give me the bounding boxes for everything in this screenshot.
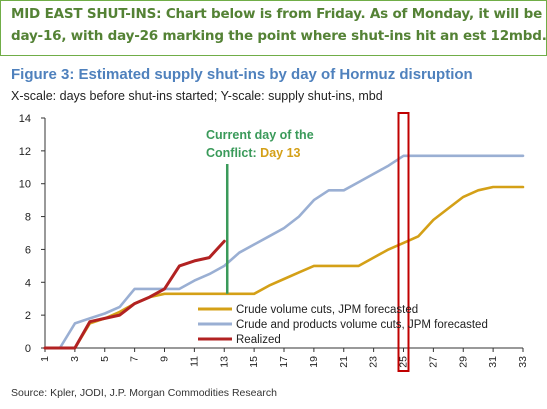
- source-note: Source: Kpler, JODI, J.P. Morgan Commodi…: [11, 387, 277, 399]
- x-tick-label: 11: [188, 356, 200, 367]
- x-tick-label: 27: [427, 356, 439, 368]
- x-tick-label: 13: [218, 356, 230, 368]
- current-day-label-line2: Conflict: Day 13: [206, 146, 301, 160]
- x-tick-label: 21: [338, 356, 350, 368]
- current-day-label-line1: Current day of the: [206, 128, 314, 142]
- figure-title: Figure 3: Estimated supply shut-ins by d…: [11, 66, 473, 83]
- x-tick-label: 17: [278, 356, 290, 368]
- headline-box: [0, 0, 547, 56]
- x-tick-label: 5: [99, 356, 111, 362]
- y-tick-label: 10: [19, 179, 31, 191]
- day-25-highlight-box: [397, 112, 410, 372]
- x-tick-label: 25: [398, 356, 410, 368]
- x-tick-label: 7: [129, 356, 141, 362]
- x-tick-label: 29: [457, 356, 469, 368]
- x-tick-label: 3: [69, 356, 81, 362]
- legend-label-1: Crude and products volume cuts, JPM fore…: [236, 319, 488, 331]
- series-line-1: [43, 154, 525, 350]
- y-tick-label: 4: [25, 277, 31, 289]
- legend-label-2: Realized: [236, 334, 281, 346]
- y-tick-label: 8: [25, 212, 31, 224]
- y-tick-label: 0: [25, 343, 31, 355]
- headline-line-2: day-16, with day-26 marking the point wh…: [11, 28, 547, 44]
- x-tick-label: 1: [39, 356, 51, 362]
- x-tick-label: 15: [248, 356, 260, 368]
- headline-line-1: MID EAST SHUT-INS: Chart below is from F…: [11, 6, 543, 22]
- x-tick-label: 33: [517, 356, 529, 368]
- y-tick-label: 12: [19, 146, 31, 158]
- series-line-0: [43, 185, 525, 350]
- x-tick-label: 19: [308, 356, 320, 368]
- y-tick-label: 6: [25, 244, 31, 256]
- x-tick-label: 9: [159, 356, 171, 362]
- figure-subtitle: X-scale: days before shut-ins started; Y…: [11, 89, 383, 103]
- legend-label-0: Crude volume cuts, JPM forecasted: [236, 304, 418, 316]
- y-tick-label: 2: [25, 310, 31, 322]
- series-line-2: [43, 239, 226, 350]
- y-tick-label: 14: [19, 113, 31, 125]
- x-tick-label: 23: [368, 356, 380, 368]
- current-day-label-day: Day 13: [260, 146, 300, 160]
- x-tick-label: 31: [487, 356, 499, 368]
